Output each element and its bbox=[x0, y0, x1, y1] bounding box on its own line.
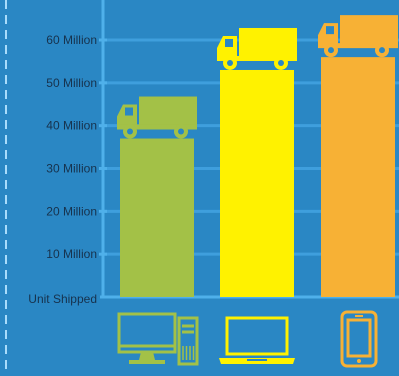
delivery-truck-icon-2 bbox=[217, 27, 297, 70]
delivery-truck-icon-1 bbox=[117, 96, 197, 139]
tablet-icon bbox=[340, 310, 378, 368]
truck-icons bbox=[117, 15, 398, 139]
y-tick-label-50: 50 Million bbox=[46, 76, 97, 90]
category-icons bbox=[117, 310, 378, 368]
laptop-icon bbox=[219, 316, 295, 364]
y-tick-labels: 10 Million 20 Million 30 Million 40 Million… bbox=[46, 33, 97, 261]
y-axis-label: Unit Shipped bbox=[28, 292, 97, 306]
y-tick-label-20: 20 Million bbox=[46, 204, 97, 218]
bar-tablet bbox=[321, 57, 395, 298]
bar-laptop bbox=[220, 69, 294, 297]
y-tick-label-60: 60 Million bbox=[46, 33, 97, 47]
bars bbox=[120, 57, 395, 298]
desktop-computer-icon bbox=[117, 312, 199, 366]
delivery-truck-icon-3 bbox=[318, 15, 398, 58]
y-tick-label-10: 10 Million bbox=[46, 247, 97, 261]
y-tick-label-30: 30 Million bbox=[46, 162, 97, 176]
bar-desktop bbox=[120, 138, 194, 297]
y-tick-label-40: 40 Million bbox=[46, 119, 97, 133]
